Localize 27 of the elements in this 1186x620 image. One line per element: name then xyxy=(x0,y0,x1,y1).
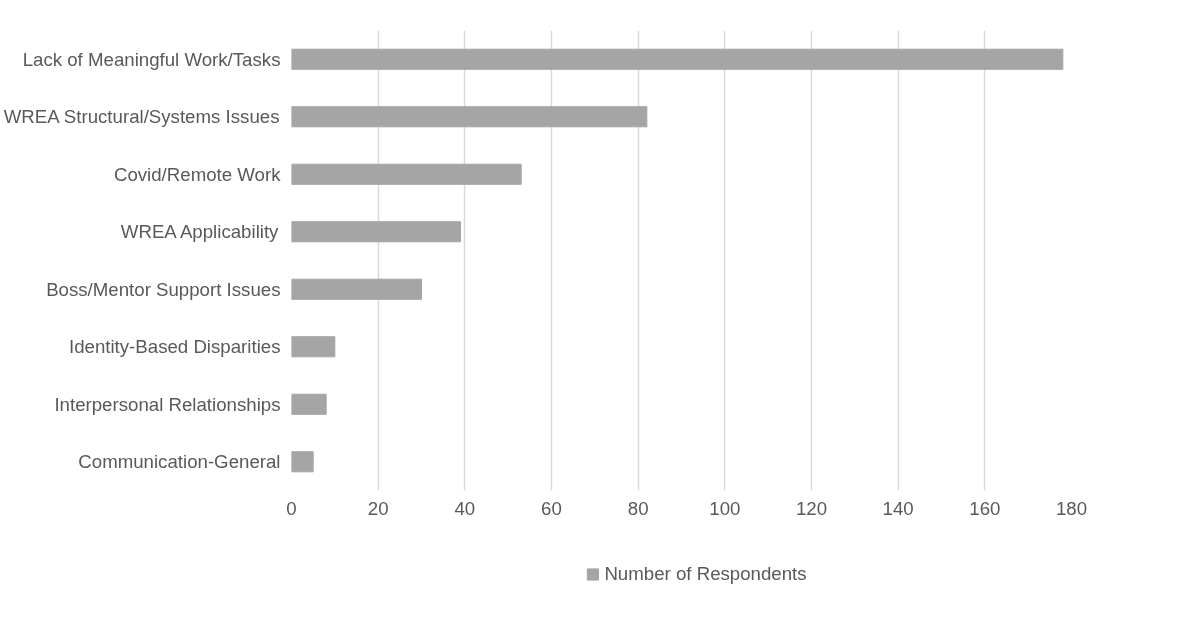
bar xyxy=(291,278,422,300)
bar xyxy=(291,336,336,358)
y-tick-label: WREA Structural/Systems Issues xyxy=(3,106,280,128)
y-tick-label: Boss/Mentor Support Issues xyxy=(46,278,281,300)
x-tick-label: 160 xyxy=(969,497,1001,519)
x-tick-label: 60 xyxy=(541,497,562,519)
x-tick-label: 140 xyxy=(882,497,914,519)
legend-label: Number of Respondents xyxy=(604,562,807,585)
y-tick-label: Identity-Based Disparities xyxy=(68,336,281,358)
y-tick-label: Lack of Meaningful Work/Tasks xyxy=(22,48,281,70)
bar xyxy=(291,106,648,128)
x-tick-label: 180 xyxy=(1055,497,1088,519)
y-tick-label: Covid/Remote Work xyxy=(113,163,282,185)
bar xyxy=(291,221,461,243)
y-tick-label: Communication-General xyxy=(78,451,281,473)
x-tick-label: 40 xyxy=(454,497,476,519)
y-tick-label: Interpersonal Relationships xyxy=(54,393,281,415)
x-tick-label: 120 xyxy=(795,497,828,519)
x-tick-label: 20 xyxy=(367,497,389,519)
x-tick-label: 0 xyxy=(286,497,297,519)
bar xyxy=(291,48,1064,70)
x-tick-label: 100 xyxy=(709,497,741,519)
bar xyxy=(291,393,327,415)
bar xyxy=(291,163,522,185)
x-tick-label: 80 xyxy=(627,497,649,519)
y-tick-label: WREA Applicability xyxy=(120,221,280,243)
bar xyxy=(291,451,314,473)
